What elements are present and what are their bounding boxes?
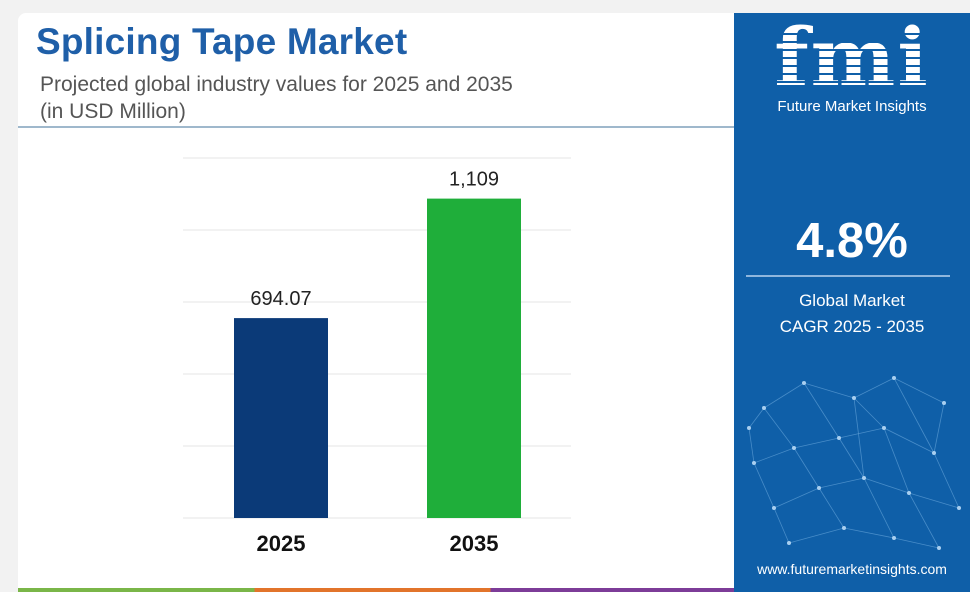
chart-subtitle: Projected global industry values for 202… xyxy=(40,71,513,125)
bottom-color-bar xyxy=(18,588,734,592)
network-link xyxy=(843,527,895,539)
network-node xyxy=(882,426,886,430)
title-divider xyxy=(18,126,734,128)
cagr-label: Global Market CAGR 2025 - 2035 xyxy=(734,288,970,340)
website-link[interactable]: www.futuremarketinsights.com xyxy=(757,561,947,577)
network-node xyxy=(937,546,941,550)
network-link xyxy=(788,527,845,544)
infographic-card: Splicing Tape Market Projected global in… xyxy=(18,13,970,592)
data-label-2035: 1,109 xyxy=(449,169,499,191)
network-node xyxy=(892,376,896,380)
data-label-2025: 694.07 xyxy=(250,288,311,310)
network-link xyxy=(853,397,885,429)
chart-title: Splicing Tape Market xyxy=(36,21,408,62)
network-node xyxy=(907,491,911,495)
network-node xyxy=(817,486,821,490)
network-link xyxy=(908,492,960,509)
network-link xyxy=(908,492,940,549)
network-node xyxy=(762,406,766,410)
brand-panel: fmi Future Market Insights 4.8% Global M… xyxy=(734,13,970,592)
network-link xyxy=(753,462,775,509)
cagr-label-line-2: CAGR 2025 - 2035 xyxy=(779,317,925,336)
network-link xyxy=(748,427,755,464)
network-link xyxy=(773,487,820,509)
network-node xyxy=(752,461,756,465)
network-node xyxy=(862,476,866,480)
cagr-divider xyxy=(746,275,950,277)
x-tick-2025: 2025 xyxy=(257,531,306,556)
network-node xyxy=(892,536,896,540)
network-node xyxy=(942,401,946,405)
network-link xyxy=(863,477,910,494)
bar-2035 xyxy=(427,198,521,518)
network-link xyxy=(883,427,935,454)
network-link xyxy=(763,407,795,449)
network-link xyxy=(803,382,840,439)
network-node xyxy=(932,451,936,455)
fmi-logo: fmi xyxy=(774,13,930,104)
network-link xyxy=(893,537,940,549)
network-link xyxy=(853,397,865,479)
network-link xyxy=(893,377,935,454)
network-link xyxy=(753,447,795,464)
network-link xyxy=(818,477,865,489)
network-node xyxy=(792,446,796,450)
network-node xyxy=(747,426,751,430)
network-link xyxy=(748,407,765,429)
network-link xyxy=(933,402,945,454)
network-link xyxy=(818,487,845,529)
subtitle-line-1: Projected global industry values for 202… xyxy=(40,73,513,96)
network-link xyxy=(793,437,840,449)
network-link xyxy=(893,377,945,404)
cagr-value: 4.8% xyxy=(796,214,908,268)
bar-chart: 694.07 2025 1,109 2035 xyxy=(183,157,571,556)
network-node xyxy=(852,396,856,400)
network-link xyxy=(863,477,895,539)
subtitle-line-2: (in USD Million) xyxy=(40,100,186,123)
network-link xyxy=(773,507,790,544)
network-node xyxy=(772,506,776,510)
network-link xyxy=(838,437,865,479)
network-link xyxy=(883,427,910,494)
network-link xyxy=(803,382,855,399)
network-link xyxy=(763,382,805,409)
brand-name: Future Market Insights xyxy=(777,98,927,115)
network-node xyxy=(842,526,846,530)
network-graphic xyxy=(747,376,961,550)
network-node xyxy=(957,506,961,510)
network-link xyxy=(933,452,960,509)
network-node xyxy=(787,541,791,545)
network-node xyxy=(802,381,806,385)
bar-2025 xyxy=(234,318,328,518)
network-link xyxy=(793,447,820,489)
network-link xyxy=(853,377,895,399)
network-link xyxy=(838,427,885,439)
x-tick-2035: 2035 xyxy=(450,531,499,556)
network-node xyxy=(837,436,841,440)
cagr-label-line-1: Global Market xyxy=(799,291,905,310)
